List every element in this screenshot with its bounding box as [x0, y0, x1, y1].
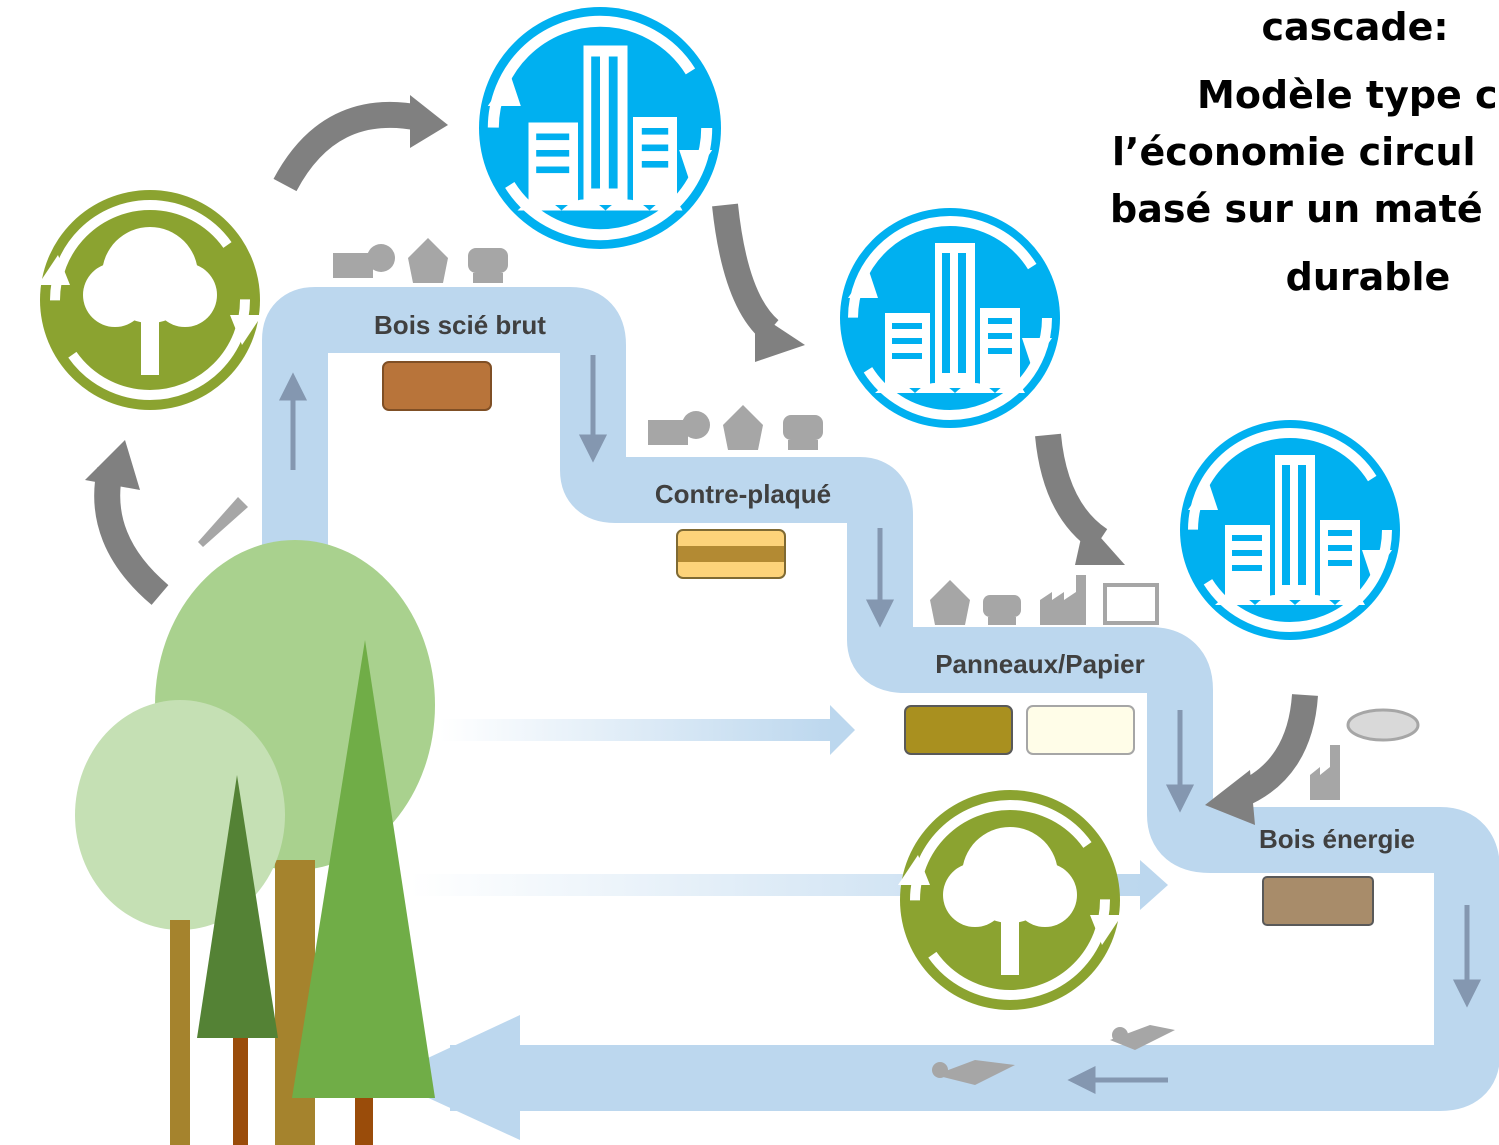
usage-icons [198, 497, 1420, 1085]
city-cycle-icon [479, 7, 721, 249]
title-line: cascade: [1261, 5, 1448, 49]
tree-trunk [355, 1098, 373, 1145]
forest-cycle-icon [898, 790, 1122, 1010]
stage-label: Bois scié brut [374, 310, 546, 340]
title-line: Modèle type c [1197, 73, 1498, 117]
flow-fade-head [1140, 860, 1168, 910]
conifer [292, 640, 435, 1098]
title-line: basé sur un maté [1110, 187, 1483, 231]
stage-label: Panneaux/Papier [935, 649, 1145, 679]
cycle-arrow-heads [85, 95, 1255, 825]
tree-trunk [233, 1038, 248, 1145]
conifer [197, 775, 278, 1038]
title-line: l’économie circul [1112, 130, 1476, 174]
pellet-swatch [1262, 876, 1374, 926]
usage-icons [333, 238, 508, 283]
plywood-layer [678, 546, 784, 562]
flow-fade-head [830, 705, 855, 755]
city-cycle-icon [1180, 420, 1400, 640]
city-cycle-icon [840, 208, 1060, 428]
title-line: durable [1286, 255, 1451, 299]
stage-label: Bois énergie [1259, 824, 1415, 854]
usage-icons [648, 405, 823, 450]
stage-label: Contre-plaqué [655, 479, 831, 509]
forest-cycle-icon [38, 190, 262, 410]
wood-swatch [382, 361, 492, 411]
return-arrow-head [385, 1015, 520, 1140]
particle-swatch [904, 705, 1013, 755]
flow-fade [440, 719, 835, 741]
paper-swatch [1026, 705, 1135, 755]
tree-trunk [170, 920, 190, 1145]
flow-arrows [278, 355, 1482, 1095]
cascade-band [262, 287, 1499, 1111]
